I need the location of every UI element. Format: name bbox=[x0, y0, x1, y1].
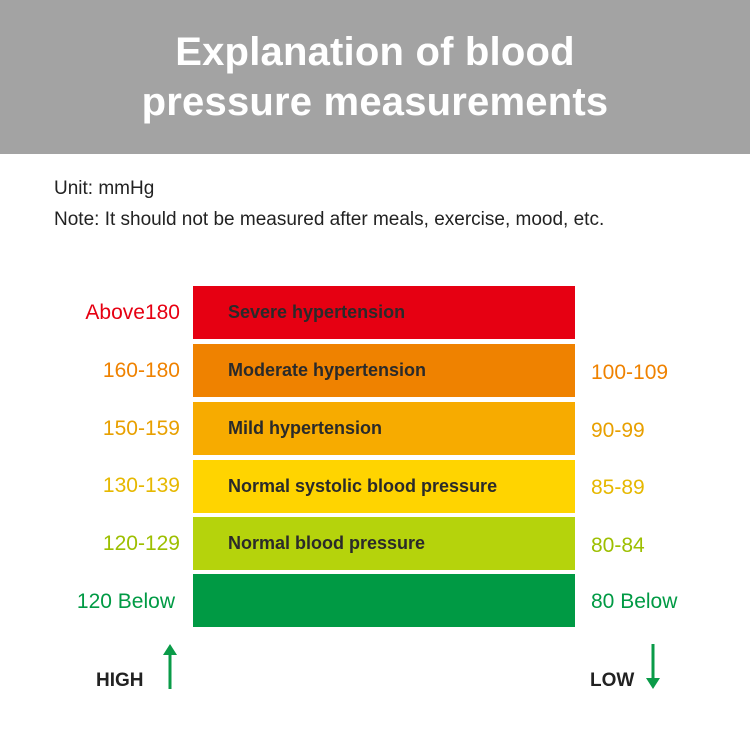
systolic-value: Above180 bbox=[85, 301, 180, 324]
band-label: Normal systolic blood pressure bbox=[228, 476, 498, 496]
arrow-down-icon bbox=[646, 644, 660, 689]
band-normal: Normal blood pressure bbox=[193, 517, 575, 570]
diastolic-value: 100-109 bbox=[591, 361, 669, 384]
diastolic-value: 80 Below bbox=[591, 590, 678, 613]
low-label: LOW bbox=[590, 670, 635, 691]
band-label: Severe hypertension bbox=[228, 302, 406, 322]
diastolic-value: 85-89 bbox=[591, 476, 645, 499]
band-mild-hypertension: Mild hypertension bbox=[193, 402, 575, 455]
page-title: Explanation of blood pressure measuremen… bbox=[141, 30, 609, 124]
diastolic-value: 90-99 bbox=[591, 419, 645, 442]
systolic-value: 120 Below bbox=[76, 590, 175, 613]
band-label: Moderate hypertension bbox=[228, 360, 427, 380]
band-moderate-hypertension: Moderate hypertension bbox=[193, 344, 575, 397]
band-low bbox=[193, 574, 575, 627]
systolic-value: 120-129 bbox=[102, 532, 180, 555]
band-normal-systolic: Normal systolic blood pressure bbox=[193, 460, 575, 513]
band-label: Mild hypertension bbox=[228, 418, 383, 438]
systolic-value: 160-180 bbox=[102, 359, 180, 382]
band-label: Normal blood pressure bbox=[228, 533, 426, 553]
band-severe-hypertension: Severe hypertension bbox=[193, 286, 575, 339]
arrow-up-icon bbox=[163, 644, 177, 689]
header-banner: Explanation of blood pressure measuremen… bbox=[0, 0, 750, 154]
unit-text: Unit: mmHg bbox=[54, 178, 155, 199]
systolic-value: 130-139 bbox=[102, 474, 180, 497]
systolic-value: 150-159 bbox=[102, 417, 180, 440]
measurement-note: Note: It should not be measured after me… bbox=[54, 209, 605, 230]
high-label: HIGH bbox=[96, 670, 144, 691]
diastolic-value: 80-84 bbox=[591, 534, 645, 557]
